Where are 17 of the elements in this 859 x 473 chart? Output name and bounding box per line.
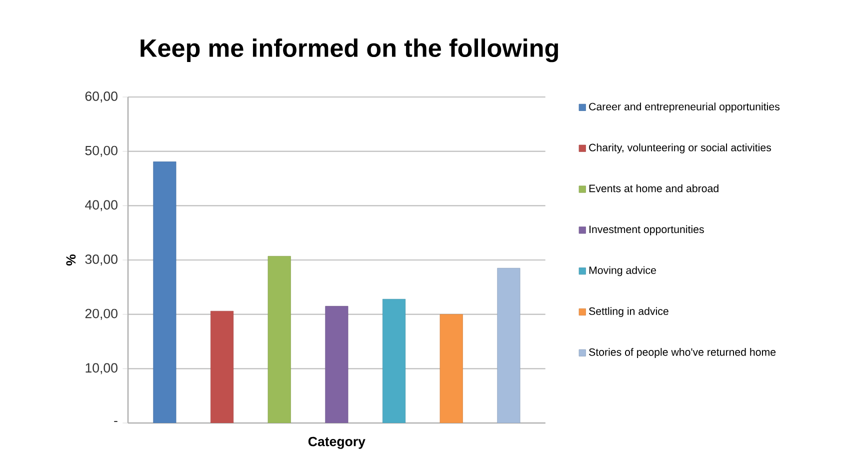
y-tick-label: 30,00 bbox=[85, 254, 118, 266]
y-tick-label: 40,00 bbox=[85, 200, 118, 212]
y-tick-label: - bbox=[114, 420, 118, 422]
y-tick-label: 20,00 bbox=[85, 308, 118, 320]
chart-title: Keep me informed on the following bbox=[140, 38, 558, 62]
legend-label: Career and entrepreneurial opportunities bbox=[589, 102, 780, 112]
legend-label: Events at home and abroad bbox=[589, 184, 718, 192]
y-axis-title: % bbox=[66, 254, 76, 266]
legend-label: Stories of people who've returned home bbox=[589, 348, 776, 358]
x-axis-title: Category bbox=[308, 436, 366, 449]
legend-label: Moving advice bbox=[589, 266, 656, 276]
legend-label: Charity, volunteering or social activities bbox=[589, 143, 772, 154]
legend-label: Settling in advice bbox=[589, 307, 668, 318]
legend-label: Investment opportunities bbox=[590, 225, 704, 236]
y-tick-label: 50,00 bbox=[85, 146, 118, 157]
y-tick-label: 10,00 bbox=[86, 363, 118, 374]
y-tick-label: 60,00 bbox=[85, 92, 118, 102]
